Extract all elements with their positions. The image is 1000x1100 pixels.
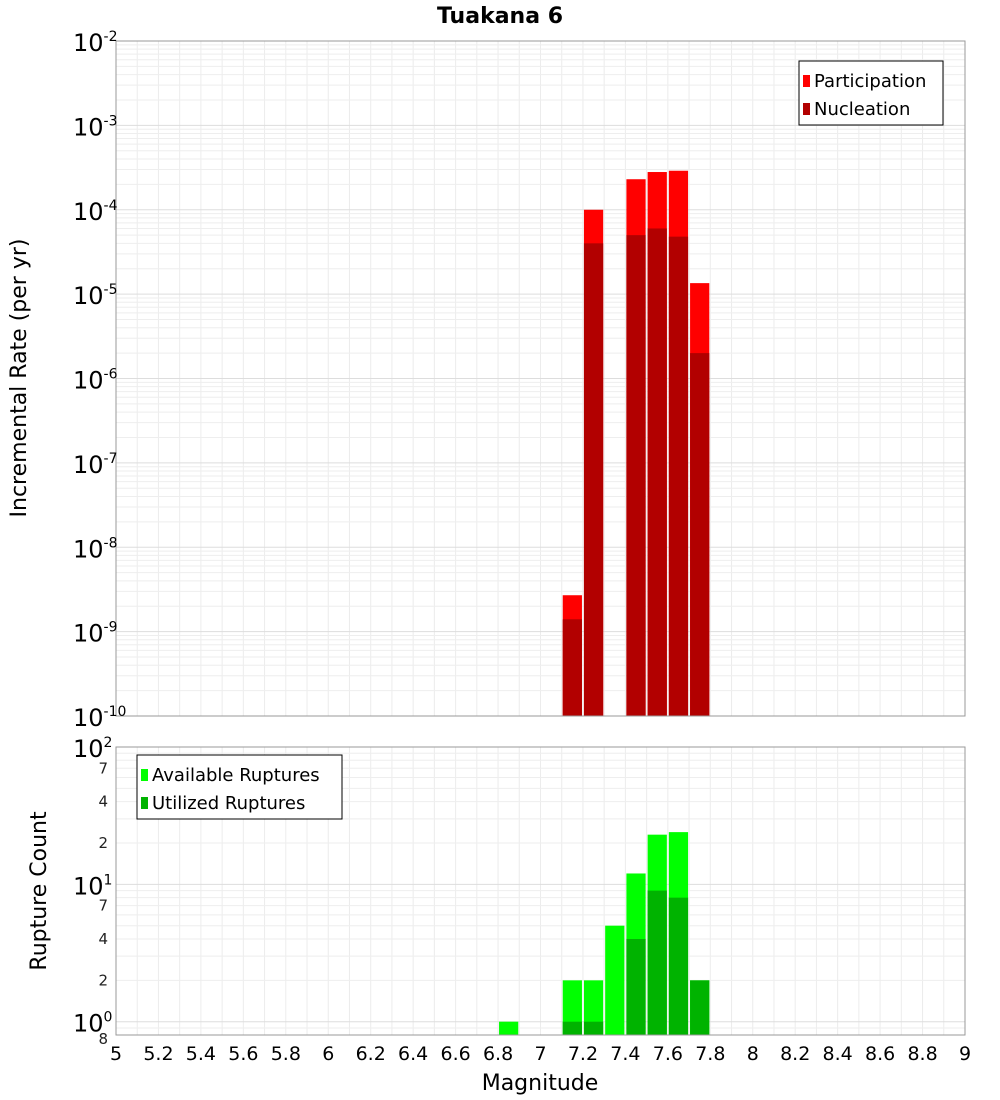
top-plot-area: 10-2 10-3 10-4 10-5 10-6 10-7 10-8 10-9 10-10 Par… <box>73 29 966 732</box>
top-bar-nucleation <box>626 235 646 716</box>
chart-title: Tuakana 6 <box>437 4 563 29</box>
bottom-y-minor-tick-label: 4 <box>98 793 108 811</box>
x-tick-label: 5 <box>110 1043 122 1065</box>
top-y-axis-title: Incremental Rate (per yr) <box>7 239 32 518</box>
bottom-bar-utilized-ruptures <box>626 939 646 1035</box>
bottom-legend-label: Available Ruptures <box>152 765 320 786</box>
top-y-tick-label: 10-3 <box>73 113 118 141</box>
top-y-tick-label: 10-7 <box>73 451 118 479</box>
x-tick-label: 6 <box>322 1043 334 1065</box>
top-plot-border <box>115 40 966 717</box>
bottom-legend-swatch <box>141 797 148 809</box>
bottom-y-axis-title: Rupture Count <box>27 811 52 971</box>
x-tick-label: 7.4 <box>610 1043 640 1065</box>
x-tick-label: 7 <box>534 1043 546 1065</box>
x-tick-label: 8.6 <box>865 1043 895 1065</box>
top-bar-nucleation <box>562 619 582 716</box>
bottom-bar-utilized-ruptures <box>647 890 667 1035</box>
top-legend-label: Nucleation <box>814 99 910 120</box>
x-tick-label: 7.8 <box>695 1043 725 1065</box>
x-tick-label: 7.6 <box>653 1043 683 1065</box>
top-y-tick-label: 10-10 <box>73 704 126 732</box>
bottom-y-minor-tick-label: 7 <box>98 759 108 777</box>
bottom-legend <box>136 754 343 820</box>
x-tick-label: 9 <box>959 1043 971 1065</box>
bottom-bar-utilized-ruptures <box>583 1021 604 1035</box>
bottom-plot-area: 102 101 100 7 4 2 7 4 2 8 Available Ruptures Utiliz… <box>73 735 971 1065</box>
top-y-tick-label: 10-5 <box>73 282 118 310</box>
bottom-legend-label: Utilized Ruptures <box>152 793 305 814</box>
bottom-legend-swatch <box>141 769 148 781</box>
x-tick-label: 8.8 <box>907 1043 937 1065</box>
top-bar-nucleation <box>583 243 604 717</box>
x-tick-label: 8.2 <box>780 1043 810 1065</box>
bottom-plot-border <box>115 746 966 1036</box>
x-tick-label: 8 <box>747 1043 759 1065</box>
top-bar-nucleation <box>668 236 689 716</box>
x-tick-label: 6.8 <box>483 1043 513 1065</box>
bottom-bar-utilized-ruptures <box>562 1021 582 1035</box>
bottom-y-minor-tick-label: 4 <box>98 930 108 948</box>
x-tick-label: 5.6 <box>228 1043 258 1065</box>
top-y-tick-label: 10-9 <box>73 620 118 648</box>
top-bar-nucleation <box>647 228 667 716</box>
x-tick-label: 8.4 <box>823 1043 853 1065</box>
x-tick-label: 7.2 <box>568 1043 598 1065</box>
x-tick-label: 6.2 <box>356 1043 386 1065</box>
bottom-bar-available-ruptures <box>562 980 582 1035</box>
x-tick-label: 5.2 <box>143 1043 173 1065</box>
bottom-y-minor-tick-label: 2 <box>98 971 108 989</box>
x-tick-label: 6.4 <box>398 1043 428 1065</box>
x-axis-title: Magnitude <box>482 1071 599 1096</box>
top-legend <box>798 60 944 126</box>
top-y-tick-label: 10-2 <box>73 29 118 57</box>
x-tick-label: 5.4 <box>186 1043 216 1065</box>
bottom-bar-available-ruptures <box>499 1021 519 1035</box>
top-y-tick-label: 10-6 <box>73 367 118 395</box>
top-y-tick-label: 10-4 <box>73 198 118 226</box>
bottom-y-minor-tick-label: 7 <box>98 897 108 915</box>
bottom-y-tick-label: 102 <box>73 735 112 763</box>
bottom-y-minor-tick-label: 2 <box>98 834 108 852</box>
top-legend-swatch <box>803 103 810 115</box>
bottom-y-minor-tick-label: 8 <box>98 1030 108 1048</box>
bottom-bar-utilized-ruptures <box>668 897 689 1035</box>
top-legend-label: Participation <box>814 71 926 92</box>
bottom-bar-available-ruptures <box>583 980 604 1035</box>
bottom-bar-available-ruptures <box>605 925 625 1035</box>
x-tick-label: 6.6 <box>440 1043 470 1065</box>
bottom-y-tick-label: 100 <box>73 1010 112 1038</box>
bottom-bar-utilized-ruptures <box>690 980 710 1035</box>
bottom-y-tick-label: 101 <box>73 872 112 900</box>
x-tick-label: 5.8 <box>271 1043 301 1065</box>
top-bar-nucleation <box>690 353 710 716</box>
top-legend-swatch <box>803 75 810 87</box>
top-y-tick-label: 10-8 <box>73 535 118 563</box>
